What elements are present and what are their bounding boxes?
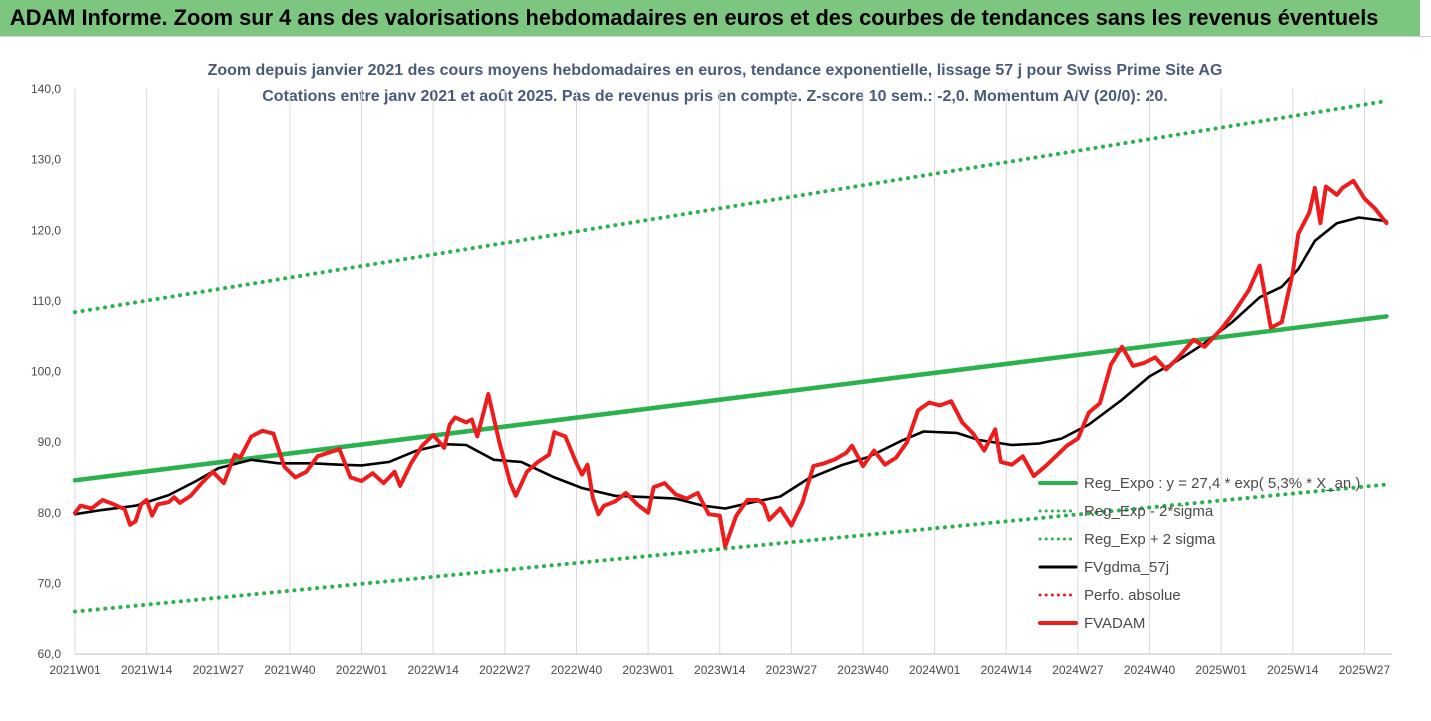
y-tick-label: 110,0 [32, 294, 61, 308]
x-tick-label: 2023W40 [837, 663, 889, 677]
x-tick-label: 2021W01 [49, 663, 101, 677]
series-line-1 [73, 482, 1389, 614]
chart-frame: Zoom depuis janvier 2021 des cours moyen… [0, 36, 1431, 720]
x-tick-label: 2024W27 [1052, 663, 1104, 677]
x-tick-label: 2021W27 [193, 663, 245, 677]
x-tick-label: 2025W27 [1339, 663, 1391, 677]
x-tick-label: 2021W14 [121, 663, 173, 677]
y-tick-label: 100,0 [31, 365, 61, 379]
x-tick-label: 2021W40 [264, 663, 316, 677]
x-tick-label: 2022W14 [407, 663, 459, 677]
x-tick-label: 2022W01 [336, 663, 388, 677]
y-tick-label: 70,0 [38, 576, 62, 590]
banner-title: ADAM Informe. Zoom sur 4 ans des valoris… [0, 0, 1420, 36]
x-tick-label: 2025W14 [1267, 663, 1319, 677]
chart-subtitle: Cotations entre janv 2021 et août 2025. … [262, 88, 1168, 105]
series-line-3 [73, 216, 1388, 516]
grid [74, 89, 1365, 654]
x-tick-label: 2023W14 [694, 663, 746, 677]
x-axis: 2021W01 2021W14 2021W27 2021W40 2022W01 2022W… [49, 653, 1392, 677]
y-tick-label: 90,0 [38, 435, 62, 449]
x-tick-label: 2024W40 [1124, 663, 1176, 677]
legend-label-2: Reg_Exp + 2 sigma [1084, 531, 1216, 548]
x-tick-label: 2022W40 [551, 663, 603, 677]
x-tick-label: 2022W27 [479, 663, 531, 677]
legend-label-1: Reg_Exp - 2*sigma [1084, 503, 1214, 520]
x-tick-label: 2023W01 [622, 663, 674, 677]
series-line-2 [73, 99, 1389, 315]
legend-label-3: FVgdma_57j [1084, 559, 1169, 576]
y-tick-label: 120,0 [31, 223, 61, 237]
y-axis: 60,0 70,0 80,0 90,0 100,0 110,0 120,0 130,0 140,… [31, 82, 61, 661]
legend: Reg_Expo : y = 27,4 * exp( 5,3% * X_an )… [1038, 475, 1360, 632]
chart-title: Zoom depuis janvier 2021 des cours moyen… [208, 62, 1223, 79]
series-line-5 [73, 178, 1389, 549]
legend-label-0: Reg_Expo : y = 27,4 * exp( 5,3% * X_an ) [1084, 475, 1360, 492]
series-group [72, 99, 1389, 614]
y-tick-label: 140,0 [31, 82, 61, 96]
legend-label-4: Perfo. absolue [1084, 587, 1181, 604]
series-line-0 [72, 314, 1389, 483]
y-tick-label: 130,0 [31, 153, 61, 167]
y-tick-label: 80,0 [38, 506, 62, 520]
chart-svg: Zoom depuis janvier 2021 des cours moyen… [31, 62, 1392, 677]
x-tick-label: 2024W14 [981, 663, 1033, 677]
legend-label-5: FVADAM [1084, 615, 1145, 632]
x-tick-label: 2025W01 [1195, 663, 1247, 677]
y-tick-label: 60,0 [38, 647, 62, 661]
x-tick-label: 2024W01 [909, 663, 961, 677]
x-tick-label: 2023W27 [766, 663, 818, 677]
